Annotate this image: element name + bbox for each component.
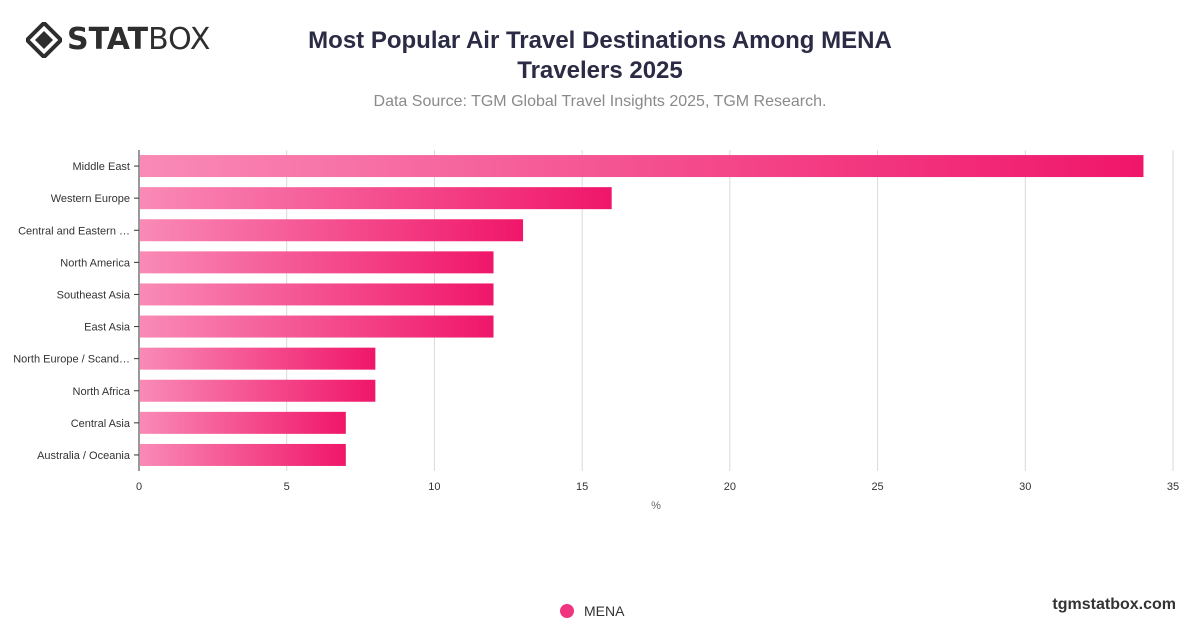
bar-7[interactable] <box>140 379 376 402</box>
x-axis-title: % <box>651 500 661 512</box>
x-tick-label: 20 <box>724 481 736 493</box>
y-category-label: Middle East <box>73 161 130 173</box>
bar-1[interactable] <box>140 187 612 210</box>
bars <box>140 155 1144 466</box>
legend-label: MENA <box>584 603 625 619</box>
bar-4[interactable] <box>140 283 494 306</box>
y-category-label: North Africa <box>73 386 131 398</box>
chart-title: Most Popular Air Travel Destinations Amo… <box>290 26 910 86</box>
y-category-label: Australia / Oceania <box>37 450 131 462</box>
x-tick-label: 30 <box>1019 481 1031 493</box>
x-tick-label: 15 <box>576 481 588 493</box>
logo-wordmark: STATBOX <box>67 22 210 58</box>
x-tick-label: 10 <box>428 481 440 493</box>
y-category-label: North Europe / Scand… <box>13 354 130 366</box>
x-tick-label: 35 <box>1167 481 1179 493</box>
bar-3[interactable] <box>140 251 494 274</box>
logo-text-light: BOX <box>148 22 211 57</box>
statbox-logo: STATBOX <box>26 22 210 58</box>
y-category-label: East Asia <box>84 322 131 334</box>
y-category-label: Central Asia <box>71 418 131 430</box>
statbox-diamond-icon <box>26 22 62 58</box>
axes <box>134 150 140 471</box>
chart-title-line-1: Most Popular Air Travel Destinations Amo… <box>308 27 892 54</box>
x-tick-label: 0 <box>136 481 142 493</box>
bar-9[interactable] <box>140 443 346 466</box>
y-category-label: Western Europe <box>51 193 130 205</box>
legend-marker-icon <box>560 604 574 618</box>
y-category-label: Southeast Asia <box>57 289 131 301</box>
x-tick-label: 5 <box>284 481 290 493</box>
chart-title-line-2: Travelers 2025 <box>517 57 683 84</box>
x-tick-label: 25 <box>871 481 883 493</box>
chart-subtitle: Data Source: TGM Global Travel Insights … <box>373 93 827 110</box>
logo-text-bold: STAT <box>67 22 149 57</box>
y-category-label: Central and Eastern … <box>18 225 130 237</box>
bar-6[interactable] <box>140 347 376 370</box>
axis-labels: 0 5 10 15 20 25 30 35 Middle East Western Europe C… <box>13 161 1179 512</box>
bar-2[interactable] <box>140 219 524 242</box>
bar-8[interactable] <box>140 411 346 434</box>
chart-legend[interactable]: MENA <box>560 601 624 621</box>
bar-0[interactable] <box>140 155 1144 178</box>
brand-url[interactable]: tgmstatbox.com <box>1052 596 1176 613</box>
y-category-label: North America <box>60 257 131 269</box>
bar-5[interactable] <box>140 315 494 338</box>
